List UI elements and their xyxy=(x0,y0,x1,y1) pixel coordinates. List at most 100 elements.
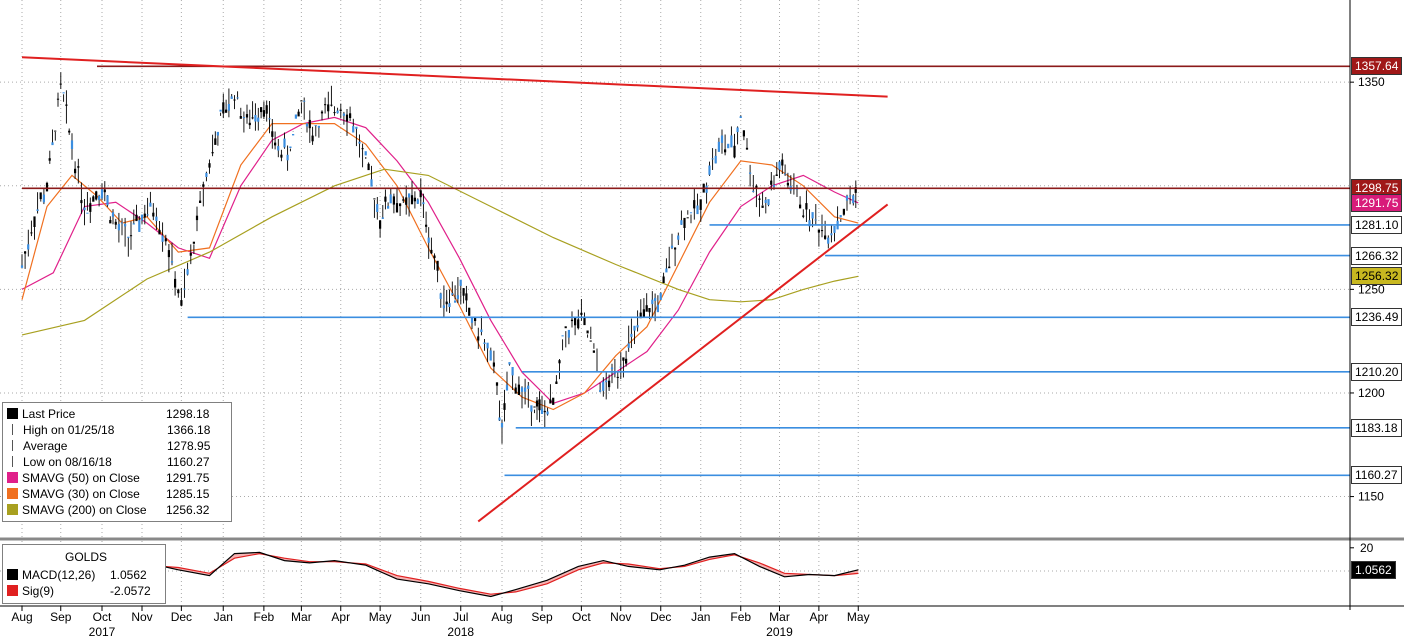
price-candle xyxy=(517,384,520,395)
price-candle xyxy=(827,237,830,244)
price-candle xyxy=(500,423,504,428)
price-candle xyxy=(839,215,842,218)
price-candle xyxy=(245,114,249,118)
price-candle xyxy=(336,110,339,114)
price-candle xyxy=(230,96,233,99)
price-candle xyxy=(100,189,104,199)
legend-label: MACD(12,26) xyxy=(22,568,96,582)
price-candle xyxy=(720,135,724,143)
price-candle xyxy=(410,195,414,205)
legend-label: High on 01/25/18 xyxy=(23,423,115,437)
price-candle xyxy=(724,149,727,153)
price-candle xyxy=(355,126,358,129)
price-candle xyxy=(802,215,805,217)
price-candle xyxy=(408,193,411,198)
price-candle xyxy=(143,213,146,218)
price-candle xyxy=(422,202,425,205)
year-tick-label: 2019 xyxy=(766,625,793,639)
price-candle xyxy=(80,200,83,204)
price-series xyxy=(20,72,857,444)
price-candle xyxy=(651,299,654,305)
price-candle xyxy=(830,233,833,236)
price-candle xyxy=(699,199,702,210)
price-candle xyxy=(389,194,392,204)
month-tick-label: Apr xyxy=(810,610,829,624)
price-candle xyxy=(399,203,402,207)
price-candle xyxy=(745,147,749,150)
price-candle xyxy=(727,143,730,149)
moving-average-line xyxy=(21,122,859,411)
month-tick-label: Oct xyxy=(572,610,591,624)
month-tick-label: Feb xyxy=(730,610,751,624)
price-candle xyxy=(761,205,764,208)
trend-line xyxy=(477,203,889,523)
price-candle xyxy=(805,203,808,210)
price-candle xyxy=(260,107,263,113)
price-candle xyxy=(530,405,533,412)
month-tick-label: Feb xyxy=(254,610,275,624)
macd-legend-item: MACD(12,26) 1.0562 xyxy=(7,567,147,583)
price-candle xyxy=(824,235,827,239)
macd-value-tag: 1.0562 xyxy=(1351,560,1396,579)
price-candle xyxy=(36,209,39,211)
price-candle xyxy=(242,117,245,119)
price-candle xyxy=(152,212,155,217)
price-candle xyxy=(674,247,677,250)
support-resistance-lines xyxy=(22,65,1350,477)
price-candle xyxy=(65,104,68,106)
month-tick-label: Jan xyxy=(214,610,233,624)
price-candle xyxy=(177,289,180,294)
indicator-tag: 1256.32 xyxy=(1351,267,1403,286)
y-tick-label: 1200 xyxy=(1358,386,1385,400)
price-candle xyxy=(317,125,320,128)
month-tick-label: May xyxy=(847,610,870,624)
price-candle xyxy=(833,226,836,233)
price-candle xyxy=(767,199,770,206)
price-candle xyxy=(376,204,379,212)
price-candle xyxy=(248,122,251,126)
price-candle xyxy=(70,140,74,149)
price-candle xyxy=(845,195,849,201)
month-tick-label: Nov xyxy=(610,610,631,624)
price-candle xyxy=(305,123,309,127)
price-candle xyxy=(402,199,405,201)
price-candle xyxy=(265,105,268,114)
price-candle xyxy=(189,252,192,256)
trend-lines xyxy=(21,56,889,523)
price-candle xyxy=(627,343,630,348)
price-candle xyxy=(781,159,784,166)
level-tag: 1281.10 xyxy=(1351,215,1403,234)
month-tick-label: Apr xyxy=(331,610,350,624)
price-candle xyxy=(524,387,527,392)
price-candle xyxy=(170,261,174,263)
moving-average-line xyxy=(21,168,859,336)
price-candle xyxy=(51,142,54,146)
month-tick-label: Jan xyxy=(691,610,710,624)
price-candle xyxy=(462,288,465,296)
price-candle xyxy=(854,187,857,193)
price-candle xyxy=(254,115,257,122)
price-candle xyxy=(577,319,580,329)
price-candle xyxy=(668,266,671,269)
level-tag: 1183.18 xyxy=(1351,418,1402,437)
year-tick-label: 2018 xyxy=(447,625,474,639)
price-candle xyxy=(111,212,115,217)
price-candle xyxy=(324,104,327,106)
price-candle xyxy=(580,312,583,315)
legend-value: 1278.95 xyxy=(167,439,211,453)
price-candle xyxy=(379,220,382,229)
price-candle xyxy=(225,109,228,113)
price-candle xyxy=(342,113,345,116)
price-candle xyxy=(405,197,408,205)
price-candle xyxy=(711,158,714,160)
price-candle xyxy=(616,376,619,378)
price-candle xyxy=(520,387,524,392)
price-candle xyxy=(503,403,506,410)
x-axis: Aug Sep Oct Nov Dec Jan Feb Mar Apr May Jun Jul Aug S… xyxy=(11,606,870,639)
legend-item: Low on 08/16/18 1160.27 xyxy=(7,454,210,470)
price-candle xyxy=(583,317,586,326)
legend-value: -2.0572 xyxy=(110,584,151,598)
price-candle xyxy=(283,138,286,148)
price-candle xyxy=(33,216,36,227)
price-candle xyxy=(505,384,509,391)
